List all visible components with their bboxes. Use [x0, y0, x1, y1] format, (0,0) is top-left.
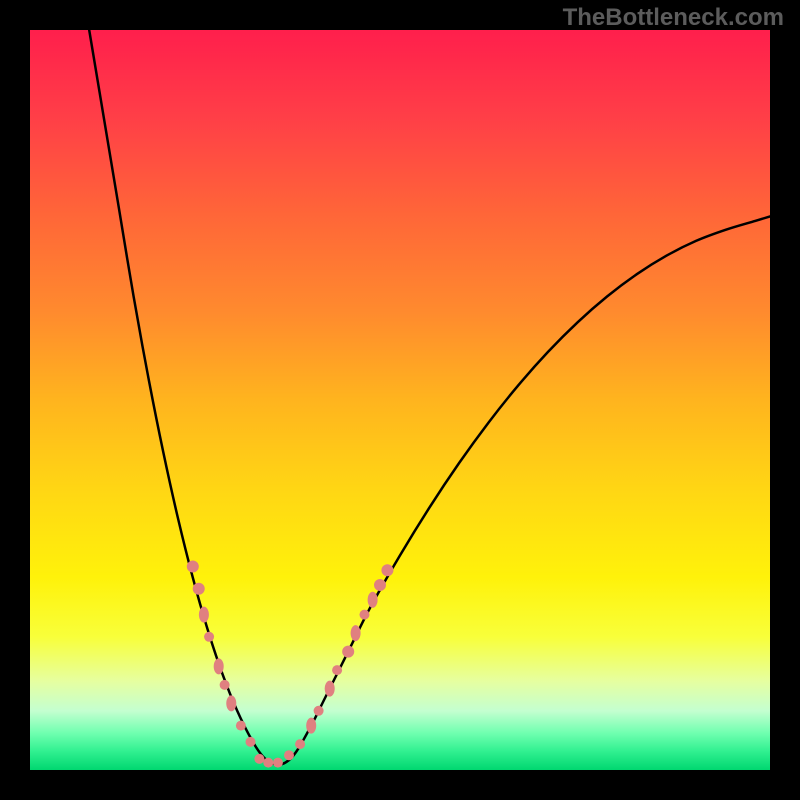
data-marker — [325, 681, 335, 697]
data-marker — [342, 646, 354, 658]
data-marker — [273, 758, 283, 768]
data-marker — [263, 758, 273, 768]
data-marker — [187, 561, 199, 573]
data-marker — [295, 739, 305, 749]
stage: TheBottleneck.com — [0, 0, 800, 800]
data-marker — [193, 583, 205, 595]
data-marker — [199, 607, 209, 623]
data-marker — [226, 695, 236, 711]
data-marker — [351, 625, 361, 641]
data-marker — [254, 754, 264, 764]
data-marker — [314, 706, 324, 716]
data-marker — [284, 750, 294, 760]
watermark-text: TheBottleneck.com — [563, 4, 784, 32]
data-marker — [204, 632, 214, 642]
plot-background — [30, 30, 770, 770]
data-marker — [368, 592, 378, 608]
data-marker — [214, 658, 224, 674]
data-marker — [332, 665, 342, 675]
data-marker — [381, 564, 393, 576]
data-marker — [374, 579, 386, 591]
data-marker — [220, 680, 230, 690]
data-marker — [246, 737, 256, 747]
data-marker — [306, 718, 316, 734]
data-marker — [359, 610, 369, 620]
chart-svg — [0, 0, 800, 800]
data-marker — [236, 721, 246, 731]
